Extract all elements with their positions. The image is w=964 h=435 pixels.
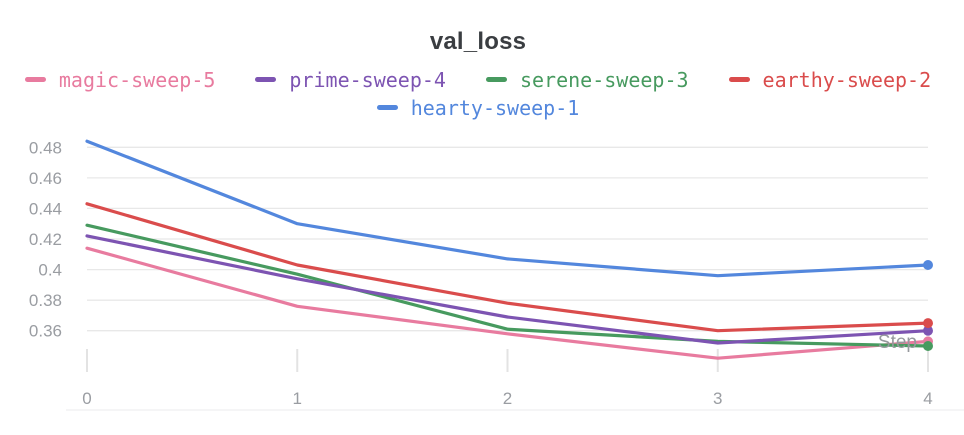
legend-item[interactable]: earthy-sweep-2 [728,66,932,93]
series-line-hearty-sweep-1[interactable] [85,139,930,278]
series-line-prime-sweep-4[interactable] [85,234,930,345]
y-axis-tick-label: 0.36 [29,322,62,341]
chart-title: val_loss [429,28,527,55]
x-axis-tick-label: 2 [503,389,512,408]
legend-swatch-icon [485,77,507,82]
series-endpoint-prime-sweep-4[interactable] [923,325,933,336]
legend-swatch-icon [24,77,46,82]
legend-item[interactable]: hearty-sweep-1 [376,94,580,121]
x-axis-title: Step [878,332,917,353]
y-axis-tick-label: 0.44 [29,199,62,218]
y-axis-tick-label: 0.38 [29,291,62,310]
series-line-magic-sweep-5[interactable] [85,246,930,360]
x-axis-tick-label: 1 [293,389,302,408]
series-endpoint-hearty-sweep-1[interactable] [923,260,933,270]
series-endpoint-earthy-sweep-2[interactable] [923,318,933,329]
legend-swatch-icon [255,77,277,82]
legend-item[interactable]: prime-sweep-4 [255,66,446,93]
legend-swatch-icon [376,105,398,110]
series-line-earthy-sweep-2[interactable] [85,202,930,333]
legend-swatch-icon [728,77,750,82]
series-endpoint-serene-sweep-3[interactable] [923,341,933,351]
x-axis-tick-label: 4 [923,389,932,408]
legend-item[interactable]: serene-sweep-3 [485,66,689,93]
chart-legend: magic-sweep-5 prime-sweep-4 serene-sweep-3… [0,66,956,121]
legend-label: serene-sweep-3 [519,67,689,92]
y-axis-tick-label: 0.48 [29,138,62,157]
x-axis-tick-label: 3 [713,389,722,408]
legend-label: magic-sweep-5 [58,67,216,92]
legend-label: earthy-sweep-2 [762,67,932,92]
y-axis-tick-label: 0.42 [29,230,62,249]
legend-label: prime-sweep-4 [289,67,446,92]
x-axis-tick-label: 0 [82,389,91,408]
series-line-serene-sweep-3[interactable] [85,223,930,348]
legend-label: hearty-sweep-1 [410,95,580,120]
y-axis-tick-label: 0.46 [29,169,62,188]
y-axis-tick-label: 0.4 [38,261,62,280]
legend-item[interactable]: magic-sweep-5 [24,66,216,93]
